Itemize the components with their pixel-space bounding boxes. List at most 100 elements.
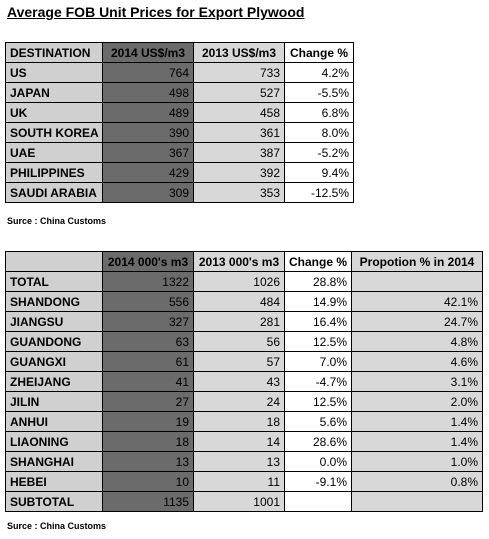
table-cell: 28.8% [284,271,352,292]
source-note-2: Surce : China Customs [7,521,107,531]
table-cell: 12.5% [284,391,352,412]
table-row: US 764 733 4.2% [5,62,354,83]
table-row: LIAONING 18 14 28.6% 1.4% [5,431,483,452]
table-cell: 13 [193,451,285,472]
row-label: ZHEIJANG [5,371,103,392]
column-header: Change % [284,42,354,63]
table-cell: 281 [193,311,285,332]
row-label: LIAONING [5,431,103,452]
column-header: Change % [284,251,352,272]
column-header: DESTINATION [5,42,103,63]
row-label: UK [5,102,103,123]
table-cell: 41 [102,371,194,392]
header-row: 2014 000's m3 2013 000's m3 Change % Propot… [5,251,483,272]
table-cell: 18 [102,431,194,452]
column-header: Propotion % in 2014 [351,251,483,272]
table-row: SAUDI ARABIA 309 353 -12.5% [5,182,354,203]
table-cell: 327 [102,311,194,332]
table-cell: 4.6% [351,351,483,372]
table-cell: 1001 [193,491,285,512]
table-cell: 24.7% [351,311,483,332]
table-cell [351,271,483,292]
table-cell: 43 [193,371,285,392]
table-cell [351,491,483,512]
table-cell: 14.9% [284,291,352,312]
table-cell: 387 [193,142,285,163]
table-cell: 42.1% [351,291,483,312]
table-cell: 489 [102,102,194,123]
table-row: JAPAN 498 527 -5.5% [5,82,354,103]
table-row: GUANDONG 63 56 12.5% 4.8% [5,331,483,352]
row-label: UAE [5,142,103,163]
table-row: SHANGHAI 13 13 0.0% 1.0% [5,451,483,472]
table-cell: 4.8% [351,331,483,352]
table-cell: 28.6% [284,431,352,452]
table-row: UAE 367 387 -5.2% [5,142,354,163]
table-cell: 309 [102,182,194,203]
row-label: SAUDI ARABIA [5,182,103,203]
row-label: ANHUI [5,411,103,432]
table-row: GUANGXI 61 57 7.0% 4.6% [5,351,483,372]
table-cell: 57 [193,351,285,372]
table-cell: 1.4% [351,411,483,432]
table-cell: 10 [102,471,194,492]
row-label: SUBTOTAL [5,491,103,512]
table-cell: 19 [102,411,194,432]
table-cell: 27 [102,391,194,412]
table-cell: 764 [102,62,194,83]
table-row: SOUTH KOREA 390 361 8.0% [5,122,354,143]
table-cell: -4.7% [284,371,352,392]
table-row: UK 489 458 6.8% [5,102,354,123]
table-cell: 14 [193,431,285,452]
table-cell: -9.1% [284,471,352,492]
table-row: ANHUI 19 18 5.6% 1.4% [5,411,483,432]
table-cell: 13 [102,451,194,472]
column-header: 2014 000's m3 [102,251,194,272]
table-row: JIANGSU 327 281 16.4% 24.7% [5,311,483,332]
table-cell: 390 [102,122,194,143]
table-cell: 527 [193,82,285,103]
row-label: SOUTH KOREA [5,122,103,143]
row-label: SHANGHAI [5,451,103,472]
table-cell: 63 [102,331,194,352]
table-cell: 0.8% [351,471,483,492]
table-cell: 11 [193,471,285,492]
table-cell: 16.4% [284,311,352,332]
row-label: JAPAN [5,82,103,103]
row-label: JIANGSU [5,311,103,332]
table-cell: 61 [102,351,194,372]
table-cell [284,491,352,512]
table-row: SHANDONG 556 484 14.9% 42.1% [5,291,483,312]
table-cell: 1135 [102,491,194,512]
row-label: TOTAL [5,271,103,292]
source-note: Surce : China Customs [7,216,107,226]
table-cell: 9.4% [284,162,354,183]
table-cell: -5.5% [284,82,354,103]
table-row: SUBTOTAL 1135 1001 [5,491,483,512]
table-cell: 12.5% [284,331,352,352]
table-cell: 18 [193,411,285,432]
table-cell: 353 [193,182,285,203]
row-label: JILIN [5,391,103,412]
table-row: PHILIPPINES 429 392 9.4% [5,162,354,183]
table-cell: 361 [193,122,285,143]
row-label: US [5,62,103,83]
table-cell: 6.8% [284,102,354,123]
table-cell: 7.0% [284,351,352,372]
table-cell: 458 [193,102,285,123]
table-row: TOTAL 1322 1026 28.8% [5,271,483,292]
table-cell: -12.5% [284,182,354,203]
table-cell: 24 [193,391,285,412]
row-label: HEBEI [5,471,103,492]
table-cell: 1.4% [351,431,483,452]
table-row: JILIN 27 24 12.5% 2.0% [5,391,483,412]
table-cell: 56 [193,331,285,352]
header-row: DESTINATION 2014 US$/m3 2013 US$/m3 Change … [5,42,354,63]
table-cell: 733 [193,62,285,83]
row-label: PHILIPPINES [5,162,103,183]
table-cell: 2.0% [351,391,483,412]
table-cell: 1322 [102,271,194,292]
row-label: GUANDONG [5,331,103,352]
column-header: 2013 US$/m3 [193,42,285,63]
table-cell: 8.0% [284,122,354,143]
